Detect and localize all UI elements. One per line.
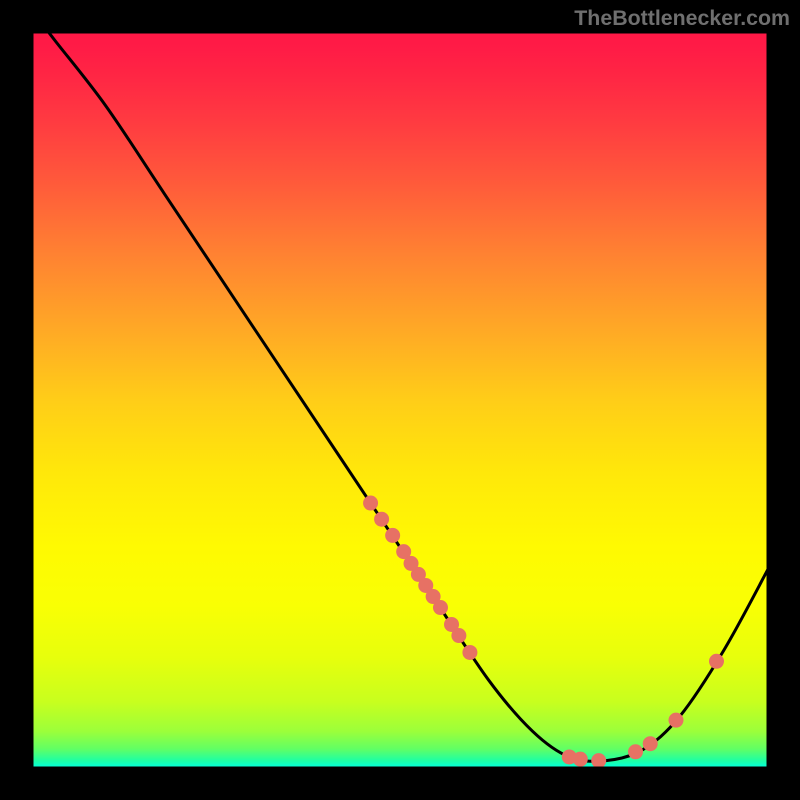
data-point-marker — [573, 752, 588, 767]
data-point-marker — [374, 512, 389, 527]
bottleneck-curve-chart — [0, 0, 800, 800]
data-point-marker — [628, 744, 643, 759]
data-point-marker — [451, 628, 466, 643]
data-point-marker — [462, 645, 477, 660]
data-point-marker — [385, 528, 400, 543]
data-point-marker — [669, 713, 684, 728]
data-point-marker — [643, 736, 658, 751]
gradient-background — [32, 32, 768, 768]
data-point-marker — [433, 600, 448, 615]
data-point-marker — [363, 496, 378, 511]
attribution-label: TheBottlenecker.com — [574, 6, 790, 31]
chart-container: TheBottlenecker.com — [0, 0, 800, 800]
data-point-marker — [709, 654, 724, 669]
plot-area — [32, 10, 768, 768]
data-point-marker — [591, 753, 606, 768]
